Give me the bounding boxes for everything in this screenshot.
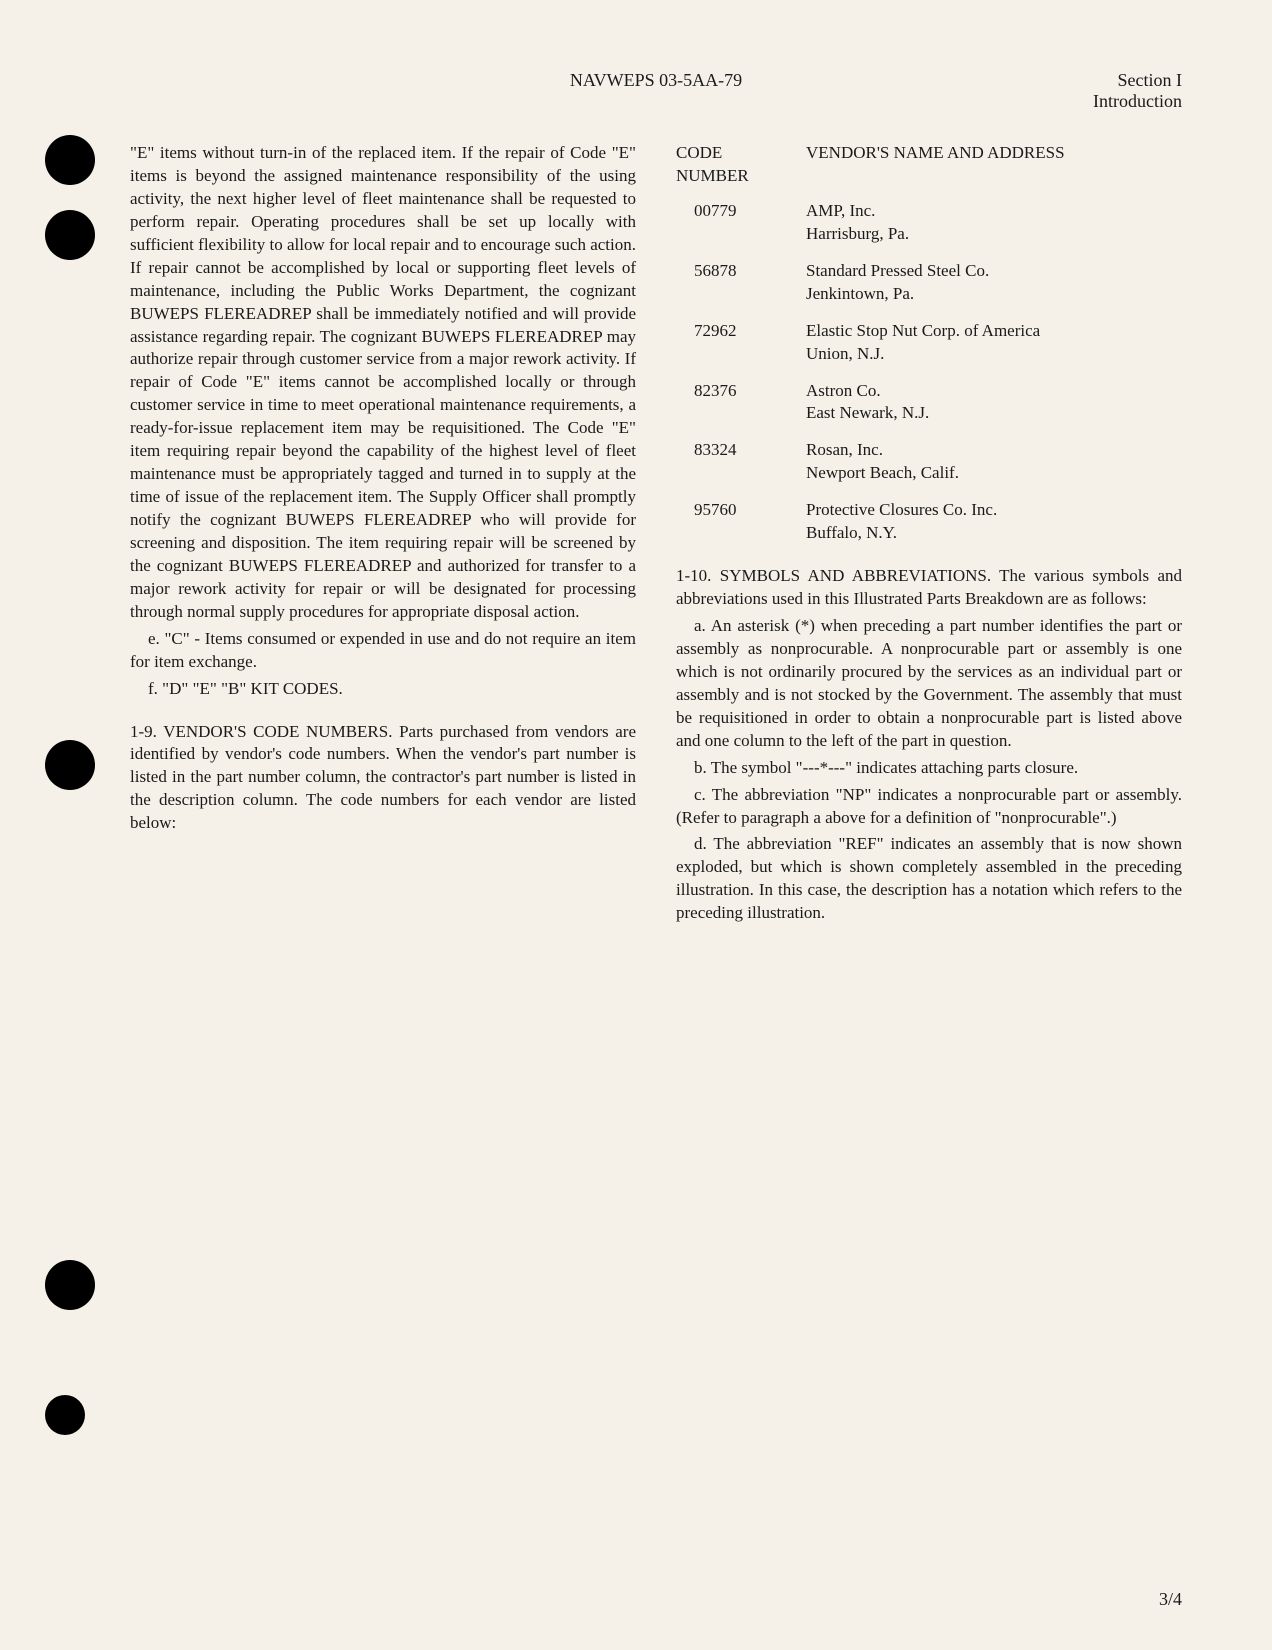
vendor-row: 72962 Elastic Stop Nut Corp. of America … (676, 320, 1182, 366)
body-paragraph: d. The abbreviation "REF" indicates an a… (676, 833, 1182, 925)
vendor-name-line: Protective Closures Co. Inc. (806, 499, 1182, 522)
vendor-code: 82376 (676, 380, 806, 426)
vendor-code: 83324 (676, 439, 806, 485)
header-subtitle: Introduction (831, 91, 1182, 112)
vendor-name: Standard Pressed Steel Co. Jenkintown, P… (806, 260, 1182, 306)
vendor-name-line: Rosan, Inc. (806, 439, 1182, 462)
vendor-name-line: East Newark, N.J. (806, 402, 1182, 425)
vendor-name: Astron Co. East Newark, N.J. (806, 380, 1182, 426)
vendor-name-line: Jenkintown, Pa. (806, 283, 1182, 306)
vendor-code: 95760 (676, 499, 806, 545)
vendor-name-line: Astron Co. (806, 380, 1182, 403)
vendor-code: 72962 (676, 320, 806, 366)
vendor-name-line: Newport Beach, Calif. (806, 462, 1182, 485)
page-number: 3/4 (1159, 1589, 1182, 1610)
vendor-name-line: Standard Pressed Steel Co. (806, 260, 1182, 283)
vendor-name-line: Harrisburg, Pa. (806, 223, 1182, 246)
body-paragraph: f. "D" "E" "B" KIT CODES. (130, 678, 636, 701)
vendor-code: 00779 (676, 200, 806, 246)
page-header: NAVWEPS 03-5AA-79 Section I Introduction (130, 70, 1182, 112)
vendor-name-line: Union, N.J. (806, 343, 1182, 366)
header-document-id: NAVWEPS 03-5AA-79 (481, 70, 832, 112)
left-column: "E" items without turn-in of the replace… (130, 142, 636, 929)
body-paragraph: e. "C" - Items consumed or expended in u… (130, 628, 636, 674)
header-section: Section I (831, 70, 1182, 91)
content-columns: "E" items without turn-in of the replace… (130, 142, 1182, 929)
vendor-row: 95760 Protective Closures Co. Inc. Buffa… (676, 499, 1182, 545)
vendor-name-header: VENDOR'S NAME AND ADDRESS (806, 142, 1182, 188)
vendor-name-line: AMP, Inc. (806, 200, 1182, 223)
vendor-name: AMP, Inc. Harrisburg, Pa. (806, 200, 1182, 246)
body-paragraph: 1-9. VENDOR'S CODE NUMBERS. Parts purcha… (130, 721, 636, 836)
body-paragraph: b. The symbol "---*---" indicates attach… (676, 757, 1182, 780)
vendor-table-header: CODE NUMBER VENDOR'S NAME AND ADDRESS (676, 142, 1182, 188)
body-paragraph: 1-10. SYMBOLS AND ABBREVIATIONS. The var… (676, 565, 1182, 611)
vendor-code: 56878 (676, 260, 806, 306)
right-column: CODE NUMBER VENDOR'S NAME AND ADDRESS 00… (676, 142, 1182, 929)
vendor-row: 56878 Standard Pressed Steel Co. Jenkint… (676, 260, 1182, 306)
vendor-name-line: Buffalo, N.Y. (806, 522, 1182, 545)
vendor-name: Rosan, Inc. Newport Beach, Calif. (806, 439, 1182, 485)
vendor-row: 82376 Astron Co. East Newark, N.J. (676, 380, 1182, 426)
header-text: CODE (676, 142, 806, 165)
body-paragraph: c. The abbreviation "NP" indicates a non… (676, 784, 1182, 830)
vendor-row: 00779 AMP, Inc. Harrisburg, Pa. (676, 200, 1182, 246)
body-paragraph: "E" items without turn-in of the replace… (130, 142, 636, 624)
vendor-code-header: CODE NUMBER (676, 142, 806, 188)
vendor-table: CODE NUMBER VENDOR'S NAME AND ADDRESS 00… (676, 142, 1182, 545)
vendor-name-line: Elastic Stop Nut Corp. of America (806, 320, 1182, 343)
vendor-row: 83324 Rosan, Inc. Newport Beach, Calif. (676, 439, 1182, 485)
header-text: NUMBER (676, 165, 806, 188)
vendor-name: Protective Closures Co. Inc. Buffalo, N.… (806, 499, 1182, 545)
page-container: NAVWEPS 03-5AA-79 Section I Introduction… (0, 0, 1272, 1650)
vendor-name: Elastic Stop Nut Corp. of America Union,… (806, 320, 1182, 366)
body-paragraph: a. An asterisk (*) when preceding a part… (676, 615, 1182, 753)
